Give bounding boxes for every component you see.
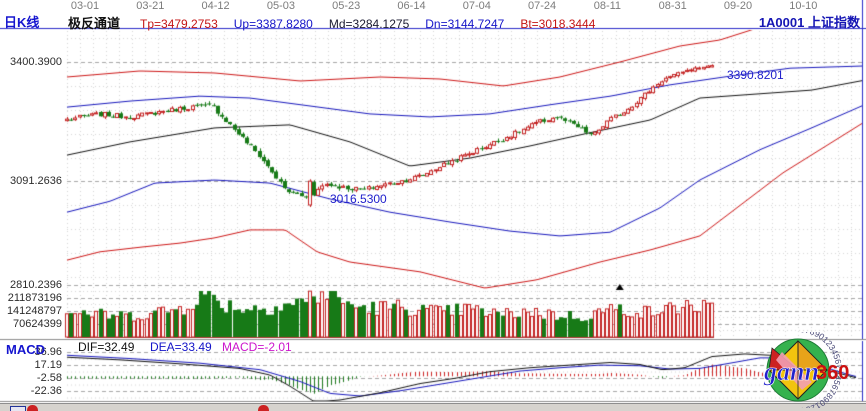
date-tick-label: 08-11 (593, 0, 622, 12)
macd-axis-label: -22.36 (30, 385, 62, 397)
low-price-annotation: 3016.5300 (330, 192, 387, 206)
volume-axis-label: 211873196 (7, 292, 62, 304)
toolbar-button-red-2[interactable] (258, 405, 269, 411)
volume-axis-label: 70624399 (13, 318, 62, 330)
symbol-label: 1A0001 上证指数 (759, 12, 860, 31)
logo-text-gann: gann (763, 357, 819, 386)
bottom-toolbar-strip (0, 403, 866, 411)
period-label: 日K线 (4, 15, 40, 30)
date-tick-label: 09-20 (723, 0, 753, 12)
indicator-bar: 极反通道 Tp=3479.2753 Up=3387.8280 Md=3284.1275… (68, 13, 611, 32)
toolbar-button-blue[interactable] (10, 406, 26, 411)
macd-dea-value: DEA=33.49 (150, 340, 212, 354)
indicator-value-label: Up=3387.8280 (233, 17, 313, 31)
price-axis-label: 2810.2396 (10, 279, 62, 291)
macd-axis-label: -2.58 (36, 372, 62, 384)
gann360-logo: 34567890123456789012345678901234 gann 36… (752, 332, 849, 408)
indicator-value-label: Md=3284.1275 (328, 17, 410, 31)
price-axis-label: 3091.2636 (10, 175, 62, 187)
symbol-name: 上证指数 (807, 15, 860, 30)
macd-axis-label: 17.19 (34, 359, 62, 371)
date-tick-label: 03-01 (70, 0, 100, 12)
date-tick-label: 05-23 (332, 0, 361, 12)
indicator-value-label: Tp=3479.2753 (140, 17, 218, 31)
logo-arrow-pink (776, 352, 812, 390)
date-tick-label: 06-14 (397, 0, 426, 12)
macd-dif-value: DIF=32.49 (78, 340, 135, 354)
macd-hist-value: MACD=-2.01 (222, 340, 292, 354)
date-tick-label: 05-03 (266, 0, 295, 12)
toolbar-button-red-1[interactable] (27, 405, 38, 411)
macd-axis-label: 36.96 (34, 346, 62, 358)
date-tick-label: 10-10 (789, 0, 818, 12)
indicator-value-label: Bt=3018.3444 (520, 17, 596, 31)
macd-panel-title: MACD (6, 342, 45, 357)
logo-text-360: 360 (816, 362, 849, 384)
date-tick-label: 08-31 (658, 0, 687, 12)
date-tick-label: 07-24 (528, 0, 557, 12)
price-axis-label: 3400.3900 (10, 56, 62, 68)
volume-axis-label: 141248797 (6, 305, 62, 317)
date-tick-label: 03-21 (136, 0, 165, 12)
symbol-code: 1A0001 (758, 15, 805, 30)
last-price-annotation: 3390.8201 (727, 68, 784, 82)
indicator-name: 极反通道 (68, 16, 121, 31)
indicator-value-label: Dn=3144.7247 (425, 17, 505, 31)
date-tick-label: 04-12 (201, 0, 230, 12)
date-tick-label: 07-04 (462, 0, 491, 12)
